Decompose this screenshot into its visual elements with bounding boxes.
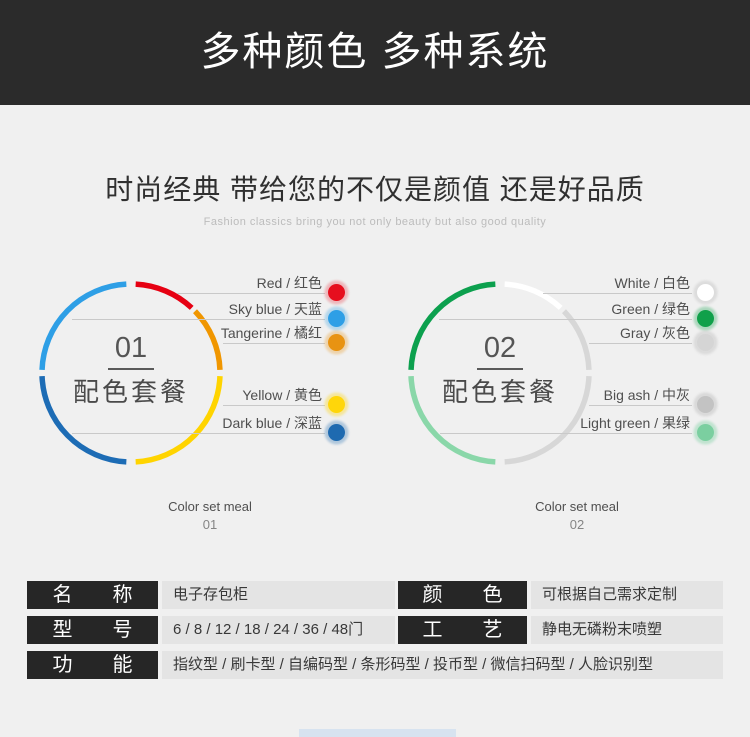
color-label-big-ash: Big ash / 中灰 [603,387,690,403]
spec-label-color: 颜 色 [398,581,527,609]
intro-subheading: Fashion classics bring you not only beau… [203,216,547,228]
spec-value-function: 指纹型 / 刷卡型 / 自编码型 / 条形码型 / 投币型 / 微信扫码型 / … [162,651,723,679]
spec-value-craft: 静电无磷粉末喷塑 [531,616,723,644]
spec-label-name: 名 称 [27,581,158,609]
bottom-accent-bar [299,729,456,737]
palette-1-caption: Color set meal 01 [168,499,252,532]
color-label-yellow: Yellow / 黄色 [242,387,322,403]
label-line [72,433,325,434]
color-label-light-green: Light green / 果绿 [580,415,690,431]
palette-2-number: 02 [405,332,595,370]
label-line [177,293,325,294]
color-swatch-light-green [697,424,714,441]
spec-value-color: 可根据自己需求定制 [531,581,723,609]
color-label-green: Green / 绿色 [611,301,690,317]
color-label-tangerine: Tangerine / 橘红 [220,325,322,341]
header-banner: 多种颜色 多种系统 [0,0,750,105]
page-title: 多种颜色 多种系统 [200,30,550,74]
color-label-gray: Gray / 灰色 [619,325,690,341]
palette-1-ring [39,281,223,465]
spec-label-function: 功 能 [27,651,158,679]
color-swatch-yellow [328,396,345,413]
color-swatch-sky-blue [328,310,345,327]
color-label-red: Red / 红色 [256,275,322,291]
color-label-sky-blue: Sky blue / 天蓝 [228,301,322,317]
label-line [589,343,692,344]
spec-label-craft: 工 艺 [398,616,527,644]
color-label-white: White / 白色 [614,275,690,291]
label-line [223,343,325,344]
color-swatch-dark-blue [328,424,345,441]
color-label-dark-blue: Dark blue / 深蓝 [222,415,322,431]
label-line [439,319,692,320]
palette-1-number: 01 [36,332,226,370]
label-line [440,433,692,434]
spec-value-model: 6 / 8 / 12 / 18 / 24 / 36 / 48门 [162,616,395,644]
color-swatch-red [328,284,345,301]
spec-value-name: 电子存包柜 [162,581,395,609]
intro-heading: 时尚经典 带给您的不仅是颜值 还是好品质 [105,174,645,205]
color-swatch-big-ash [697,396,714,413]
color-swatch-white [697,284,714,301]
label-line [543,293,692,294]
color-swatch-gray [697,334,714,351]
label-line [223,405,325,406]
color-swatch-tangerine [328,334,345,351]
color-swatch-green [697,310,714,327]
palette-2-title: 配色套餐 [441,377,558,407]
label-line [589,405,692,406]
label-line [72,319,325,320]
palette-2-ring [408,281,592,465]
spec-label-model: 型 号 [27,616,158,644]
palette-1-title: 配色套餐 [72,377,189,407]
palette-2-caption: Color set meal 02 [535,499,619,532]
